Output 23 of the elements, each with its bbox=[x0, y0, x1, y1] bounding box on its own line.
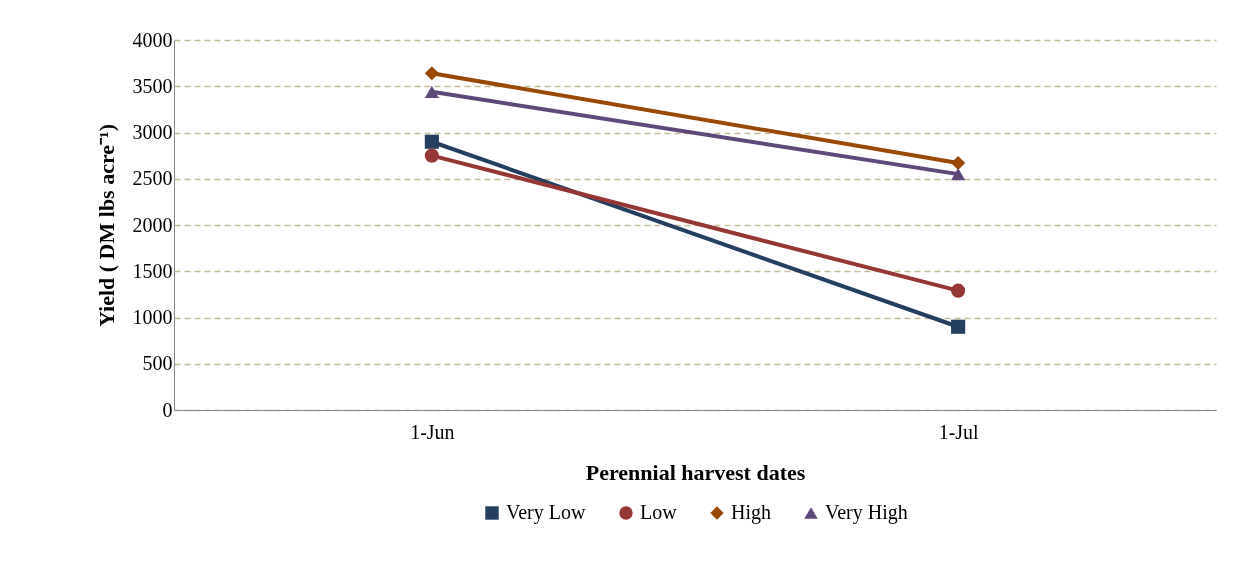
y-tick-label: 4000 bbox=[132, 28, 173, 51]
y-tick-label: 1500 bbox=[132, 259, 173, 282]
point bbox=[951, 319, 966, 334]
x-tick-label: 1-Jun bbox=[410, 420, 455, 443]
point bbox=[424, 134, 439, 149]
y-tick-label: 1000 bbox=[132, 306, 173, 328]
point bbox=[951, 155, 966, 171]
point bbox=[424, 148, 439, 163]
point bbox=[951, 283, 966, 298]
legend-label: Very Low bbox=[506, 501, 586, 524]
y-tick-label: 0 bbox=[162, 398, 173, 421]
legend-label: High bbox=[731, 501, 771, 524]
point bbox=[424, 66, 439, 81]
y-tick-label: 500 bbox=[142, 352, 173, 375]
y-tick-label: 2500 bbox=[132, 167, 173, 190]
y-tick-label: 3500 bbox=[132, 74, 173, 97]
y-tick-label: 2000 bbox=[132, 213, 173, 236]
x-axis-title: Perennial harvest dates bbox=[585, 459, 806, 485]
x-tick-label: 1-Jul bbox=[938, 420, 980, 443]
y-axis-title: Yield ( DM lbs acre⁻¹) bbox=[93, 123, 119, 328]
legend-label: Very High bbox=[825, 501, 908, 524]
legend-label: Low bbox=[640, 501, 678, 523]
y-tick-label: 3000 bbox=[132, 121, 173, 143]
